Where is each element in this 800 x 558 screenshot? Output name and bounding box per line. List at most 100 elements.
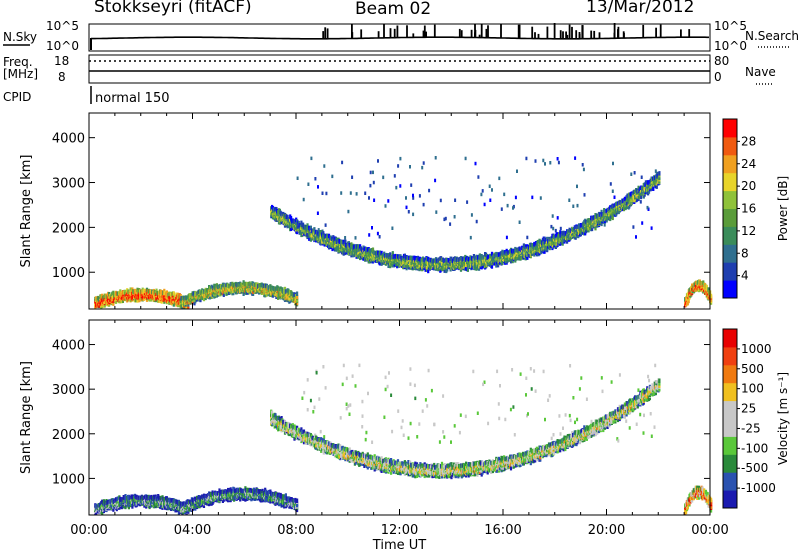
heatmap-cells-power — [94, 156, 712, 310]
heatmap-cell — [630, 173, 632, 177]
heatmap-cell — [582, 226, 584, 230]
heatmap-cell — [410, 183, 412, 187]
heatmap-cell — [647, 206, 649, 210]
colorbar-tick-label: 4 — [741, 269, 749, 283]
heatmap-cell — [519, 221, 521, 225]
heatmap-cell — [626, 202, 628, 206]
heatmap-cell — [584, 193, 586, 197]
heatmap-cell — [405, 196, 407, 200]
colorbar-tick-label: 28 — [741, 134, 756, 148]
noise-spike — [378, 31, 380, 38]
noise-spike — [500, 24, 502, 39]
heatmap-cell — [341, 161, 343, 165]
heatmap-cell — [555, 229, 557, 233]
noise-spike — [623, 31, 625, 38]
heatmap-cell — [552, 227, 554, 231]
noise-spike — [547, 27, 549, 38]
noise-spike — [590, 31, 592, 38]
heatmap-cell — [325, 192, 327, 196]
y-tick-label: 1000 — [52, 266, 85, 281]
heatmap-cell — [515, 196, 517, 200]
heatmap-cell — [377, 159, 379, 163]
colorbar-segment — [723, 244, 737, 262]
freq-tick-low: 8 — [58, 70, 66, 84]
noise-spike — [390, 28, 392, 38]
heatmap-cell — [419, 194, 421, 198]
heatmap-cell — [394, 174, 396, 178]
heatmap-cell — [535, 159, 537, 163]
heatmap-cell — [525, 157, 527, 161]
heatmap-cell — [406, 206, 408, 210]
colorbar-segment — [723, 280, 737, 298]
heatmap-cell — [302, 224, 304, 228]
nave-tick-low: 0 — [714, 70, 722, 84]
colorbar-segment — [723, 119, 737, 137]
heatmap-cell — [370, 171, 372, 175]
noise-spike — [519, 25, 521, 38]
heatmap-cell — [640, 200, 642, 204]
y-axis-label: Slant Range [km] — [19, 155, 34, 268]
heatmap-cell — [421, 166, 423, 170]
noise-spike — [487, 25, 489, 38]
heatmap-cell — [322, 231, 324, 235]
heatmap-cell — [572, 205, 574, 209]
noise-spike — [406, 25, 408, 38]
heatmap-cell — [641, 221, 643, 225]
heatmap-cell — [428, 189, 430, 193]
colorbar-segment — [723, 155, 737, 173]
noise-spike — [327, 28, 329, 38]
heatmap-cell — [310, 157, 312, 161]
heatmap-cell — [640, 196, 642, 200]
heatmap-cell — [382, 176, 384, 180]
heatmap-cell — [397, 164, 399, 168]
heatmap-cell — [387, 199, 389, 203]
noise-spike — [569, 25, 571, 38]
heatmap-cell — [557, 157, 559, 161]
noise-spike — [481, 25, 483, 39]
heatmap-cell — [371, 226, 373, 230]
heatmap-cell — [369, 184, 371, 188]
nave-tick-high: 80 — [714, 54, 729, 68]
noise-spike — [434, 25, 436, 38]
heatmap-cell — [434, 179, 436, 183]
heatmap-cells-velocity — [94, 364, 712, 516]
noise-spike — [582, 25, 584, 38]
heatmap-cell — [552, 214, 554, 218]
date-label: 13/Mar/2012 — [586, 0, 694, 17]
heatmap-cell — [612, 190, 614, 194]
noise-spike — [618, 27, 620, 38]
heatmap-cell — [506, 236, 508, 240]
freq-tick-high: 18 — [54, 54, 69, 68]
heatmap-cell — [503, 193, 505, 197]
heatmap-cell — [507, 204, 509, 208]
heatmap-cell — [385, 204, 387, 208]
heatmap-cell — [373, 181, 375, 185]
noise-spike — [688, 29, 690, 38]
freq-frame — [89, 55, 710, 83]
heatmap-cell — [409, 165, 411, 169]
heatmap-cell — [476, 220, 478, 224]
heatmap-cell — [318, 228, 320, 232]
heatmap-cell — [435, 210, 437, 214]
cpid-label: CPID — [3, 90, 31, 104]
heatmap-cell — [399, 184, 401, 188]
heatmap-cell — [583, 168, 585, 172]
heatmap-cell — [372, 171, 374, 175]
heatmap-cell — [498, 177, 500, 181]
heatmap-cell — [550, 225, 552, 229]
noise-spike — [394, 29, 396, 38]
heatmap-cell — [634, 171, 636, 175]
heatmap-cell — [574, 156, 576, 160]
heatmap-cell — [351, 176, 353, 180]
nsky-tick-low: 10^0 — [46, 39, 79, 53]
heatmap-cell — [628, 206, 630, 210]
heatmap-cell — [391, 227, 393, 231]
heatmap-cell — [604, 223, 606, 227]
nsearch-tick-low: 10^0 — [714, 39, 747, 53]
heatmap-cell — [440, 199, 442, 203]
noise-spike — [562, 31, 564, 38]
heatmap-cell — [297, 225, 299, 229]
heatmap-cell — [408, 210, 410, 214]
heatmap-cell — [559, 230, 561, 234]
noise-spike — [397, 26, 399, 39]
